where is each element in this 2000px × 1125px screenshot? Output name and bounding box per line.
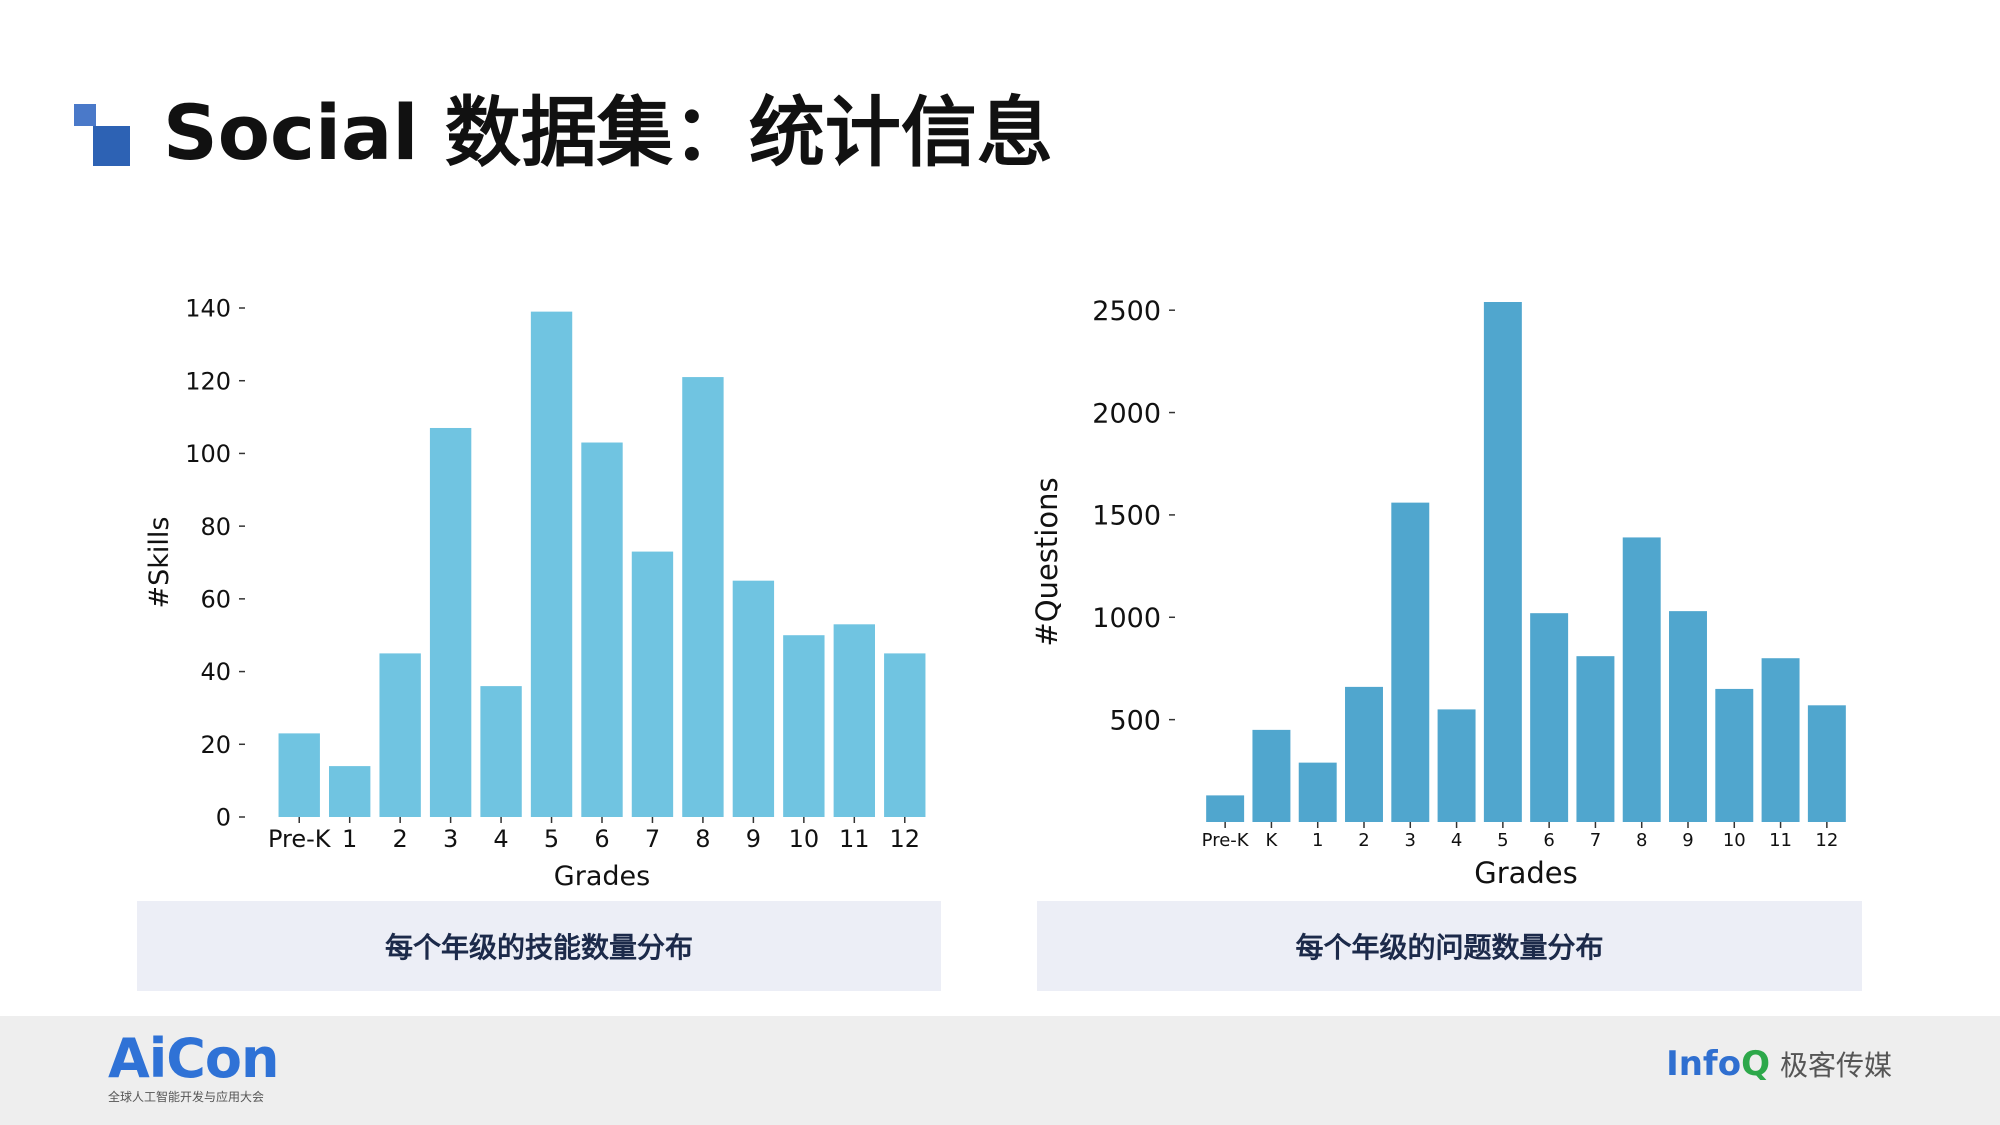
skills-y-tick-label: 100	[185, 440, 231, 468]
skills-x-tick-label: 11	[839, 825, 870, 853]
caption-skills-distribution: 每个年级的技能数量分布	[137, 901, 941, 991]
skills-y-tick-label: 120	[185, 367, 231, 395]
skills-x-tick-label: 2	[393, 825, 408, 853]
skills-bar-6	[581, 442, 623, 817]
questions-x-tick-label: 11	[1769, 830, 1792, 851]
skills-bar-5	[530, 311, 573, 817]
caption-questions-text: 每个年级的问题数量分布	[1295, 931, 1604, 964]
questions-y-tick-label: 500	[1109, 705, 1161, 736]
questions-bar-9	[1669, 611, 1707, 822]
questions-x-tick-label: Pre-K	[1202, 830, 1250, 851]
aicon-logo-tagline: 全球人工智能开发与应用大会	[108, 1090, 265, 1104]
questions-x-tick-label: 8	[1636, 830, 1647, 851]
skills-y-tick-label: 0	[216, 804, 231, 832]
page-title: Social 数据集：统计信息	[163, 88, 1053, 177]
questions-y-tick-label: 1000	[1092, 603, 1161, 634]
skills-bar-pre-k	[278, 733, 320, 817]
questions-bar-2	[1345, 686, 1383, 822]
questions-x-tick-label: 5	[1497, 830, 1508, 851]
questions-bar-k	[1252, 729, 1291, 822]
questions-x-tick-label: 7	[1590, 830, 1601, 851]
skills-bar-12	[884, 653, 926, 817]
questions-x-tick-label: 4	[1451, 830, 1462, 851]
skills-bar-9	[732, 580, 775, 817]
questions-bar-10	[1715, 688, 1754, 822]
skills-bar-2	[379, 653, 421, 817]
skills-x-tick-label: 4	[493, 825, 508, 853]
skills-y-tick-label: 40	[200, 658, 231, 686]
skills-bar-8	[682, 377, 724, 817]
skills-bar-4	[480, 686, 522, 817]
title-mark-small-square	[74, 104, 96, 126]
skills-bar-7	[631, 551, 674, 817]
skills-x-tick-label: 12	[889, 825, 920, 853]
title-mark-icon	[74, 104, 134, 166]
questions-bar-11	[1761, 658, 1800, 822]
skills-x-axis-label: Grades	[554, 861, 650, 892]
questions-x-tick-label: 1	[1312, 830, 1323, 851]
infoq-logo: Info Q 极客传媒	[1666, 1044, 1892, 1084]
skills-x-tick-label: 8	[695, 825, 710, 853]
skills-bar-11	[833, 624, 875, 817]
questions-x-tick-label: 3	[1405, 830, 1416, 851]
questions-bar-5	[1483, 302, 1522, 822]
questions-x-tick-label: 12	[1815, 830, 1838, 851]
infoq-logo-chinese: 极客传媒	[1779, 1049, 1892, 1082]
questions-x-axis-label: Grades	[1474, 856, 1578, 890]
skills-x-tick-label: 9	[746, 825, 761, 853]
skills-y-tick-label: 20	[200, 731, 231, 759]
questions-x-tick-label: 6	[1543, 830, 1554, 851]
infoq-logo-wordmark: Info	[1666, 1044, 1742, 1084]
questions-bar-12	[1807, 705, 1846, 822]
questions-bar-3	[1391, 502, 1430, 822]
questions-y-axis-label: #Questions	[1030, 477, 1064, 646]
questions-bar-8	[1622, 537, 1661, 822]
skills-x-tick-label: 5	[544, 825, 559, 853]
skills-x-tick-label: 6	[594, 825, 609, 853]
questions-y-tick-label: 1500	[1092, 501, 1161, 532]
questions-bar-7	[1576, 656, 1615, 822]
skills-x-tick-label: 3	[443, 825, 458, 853]
questions-x-tick-label: K	[1266, 830, 1279, 851]
title-mark-large-square	[93, 126, 130, 166]
questions-x-tick-label: 2	[1358, 830, 1369, 851]
questions-bar-pre-k	[1206, 795, 1245, 822]
caption-questions-distribution: 每个年级的问题数量分布	[1037, 901, 1862, 991]
skills-x-tick-label: 7	[645, 825, 660, 853]
skills-bar-10	[783, 635, 825, 817]
infoq-logo-q: Q	[1741, 1044, 1770, 1084]
skills-y-tick-label: 80	[200, 513, 231, 541]
skills-x-tick-label: 1	[342, 825, 357, 853]
caption-skills-text: 每个年级的技能数量分布	[384, 931, 693, 964]
skills-bar-3	[429, 427, 472, 817]
questions-bar-6	[1530, 613, 1569, 822]
footer-bar	[0, 1016, 2000, 1125]
aicon-logo-wordmark: AiCon	[108, 1027, 279, 1090]
skills-y-axis-label: #Skills	[144, 517, 175, 609]
questions-bar-4	[1437, 709, 1476, 822]
skills-x-tick-label: Pre-K	[268, 825, 332, 853]
skills-x-tick-label: 10	[789, 825, 820, 853]
skills-y-tick-label: 140	[185, 295, 231, 323]
questions-y-tick-label: 2000	[1092, 398, 1161, 429]
questions-x-tick-label: 9	[1682, 830, 1693, 851]
questions-x-tick-label: 10	[1723, 830, 1746, 851]
skills-y-tick-label: 60	[200, 585, 231, 613]
aicon-logo: AiCon 全球人工智能开发与应用大会	[108, 1027, 279, 1105]
skills-bar-1	[329, 766, 371, 817]
questions-y-tick-label: 2500	[1092, 296, 1161, 327]
questions-bar-1	[1298, 762, 1337, 822]
